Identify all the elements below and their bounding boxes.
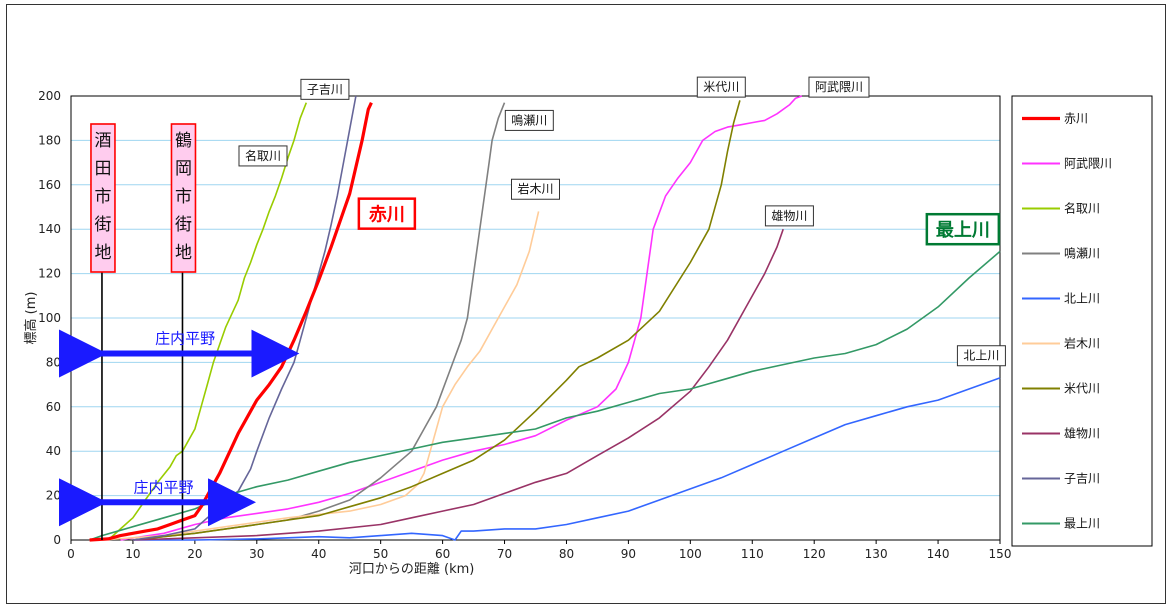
series-callout: 岩木川	[517, 181, 553, 196]
series-callout: 米代川	[703, 80, 739, 94]
x-tick-label: 80	[559, 547, 574, 561]
y-tick-label: 140	[38, 222, 61, 236]
y-tick-label: 100	[38, 311, 61, 325]
plot-area	[70, 95, 1001, 541]
akagawa-highlight: 赤川	[369, 205, 405, 226]
x-tick-label: 130	[865, 547, 888, 561]
city-label-box	[90, 123, 116, 273]
x-tick-label: 100	[679, 547, 702, 561]
x-tick-label: 90	[621, 547, 636, 561]
city-label-box	[170, 123, 197, 273]
y-tick-label: 120	[38, 267, 61, 281]
y-tick-label: 200	[38, 89, 61, 103]
y-tick-label: 60	[46, 400, 61, 414]
legend-entry: 雄物川	[1064, 426, 1100, 441]
series-callout-box	[504, 109, 554, 131]
series-line-1	[120, 95, 803, 541]
y-tick-label: 0	[53, 533, 61, 547]
series-line-6	[132, 100, 741, 541]
y-tick-label: 180	[38, 133, 61, 147]
x-axis-ticks: 0 10 20 30 40 50 60 70 80 90 100 110 120 130 140 150	[67, 540, 1011, 561]
series-callout: 阿武隈川	[815, 80, 863, 94]
series-line-7	[132, 228, 784, 541]
series-line-0	[89, 102, 373, 542]
legend-entry: 最上川	[1064, 517, 1100, 531]
y-axis-ticks: 0 20 40 60 80 100 120 140 160 180 200	[38, 89, 61, 547]
series-line-5	[101, 211, 540, 541]
legend-entry: 米代川	[1064, 382, 1100, 396]
y-tick-label: 160	[38, 178, 61, 192]
x-tick-label: 40	[311, 547, 326, 561]
x-tick-label: 50	[373, 547, 388, 561]
legend-entry: 岩木川	[1064, 336, 1100, 351]
x-tick-label: 10	[125, 547, 140, 561]
x-tick-label: 150	[989, 547, 1012, 561]
y-tick-label: 80	[46, 355, 61, 369]
series-callout-box	[238, 145, 288, 167]
chart-frame: 0 20 40 60 80 100 120 140 160 180 200 0 10 20 30 40 50 6…	[6, 4, 1166, 604]
series-callout: 鳴瀬川	[511, 113, 547, 127]
legend-entry: 赤川	[1064, 112, 1088, 126]
mogamigawa-highlight-box	[925, 212, 1001, 246]
series-callout: 北上川	[963, 349, 999, 363]
x-axis-label: 河口からの距離 (km)	[349, 562, 474, 577]
y-tick-label: 40	[46, 444, 61, 458]
series-callout-box	[764, 205, 814, 227]
legend-entry: 子吉川	[1064, 472, 1100, 486]
x-tick-label: 140	[927, 547, 950, 561]
x-tick-label: 0	[67, 547, 75, 561]
x-tick-label: 110	[741, 547, 764, 561]
y-tick-label: 20	[46, 489, 61, 503]
x-tick-label: 60	[435, 547, 450, 561]
series-line-2	[107, 102, 308, 541]
legend-entry: 阿武隈川	[1064, 157, 1112, 171]
series-callout-box	[511, 178, 560, 200]
series-callout-box	[808, 76, 870, 98]
city-label: 鶴岡市街地	[175, 131, 192, 263]
plain-label: 庄内平野	[134, 478, 194, 496]
plain-label: 庄内平野	[155, 330, 215, 348]
series-callout: 子吉川	[307, 82, 343, 96]
elevation-profile-chart: 0 20 40 60 80 100 120 140 160 180 200 0 10 20 30 40 50 6…	[23, 76, 1153, 577]
series-line-9	[89, 250, 1001, 541]
x-tick-label: 70	[497, 547, 512, 561]
series-callout-box	[696, 76, 746, 98]
x-tick-label: 20	[187, 547, 202, 561]
city-label: 酒田市街地	[94, 131, 111, 263]
mogamigawa-highlight: 最上川	[936, 220, 990, 241]
x-tick-label: 120	[803, 547, 826, 561]
legend-entry: 鳴瀬川	[1064, 247, 1100, 261]
x-tick-label: 30	[249, 547, 264, 561]
akagawa-highlight-box	[357, 197, 417, 230]
legend-entry: 名取川	[1064, 201, 1100, 216]
series-callout: 名取川	[245, 148, 281, 163]
y-axis-label: 標高 (m)	[23, 292, 39, 345]
series-callout-box	[956, 345, 1006, 367]
legend-box	[1011, 95, 1153, 547]
series-callout: 雄物川	[771, 208, 807, 223]
series-callout-box	[300, 78, 350, 100]
legend-entry: 北上川	[1064, 292, 1100, 306]
series-line-4	[132, 377, 1001, 541]
